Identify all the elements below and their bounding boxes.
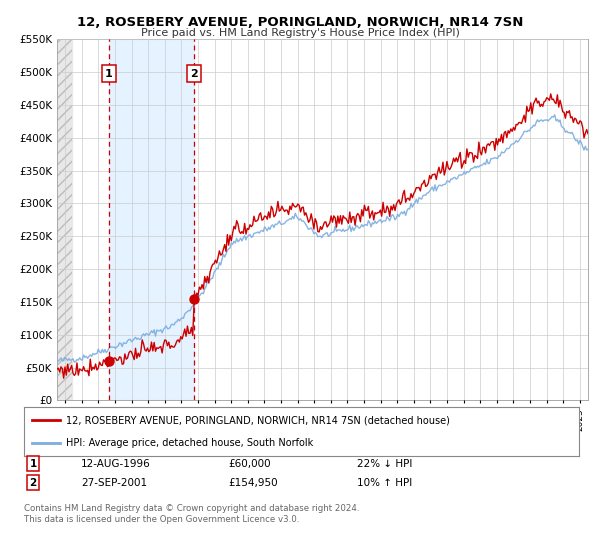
Bar bbox=[57, 39, 72, 400]
Text: Contains HM Land Registry data © Crown copyright and database right 2024.: Contains HM Land Registry data © Crown c… bbox=[24, 504, 359, 513]
Text: 12-AUG-1996: 12-AUG-1996 bbox=[81, 459, 151, 469]
Text: 22% ↓ HPI: 22% ↓ HPI bbox=[357, 459, 412, 469]
Text: 2: 2 bbox=[190, 68, 197, 78]
Text: £60,000: £60,000 bbox=[228, 459, 271, 469]
Text: HPI: Average price, detached house, South Norfolk: HPI: Average price, detached house, Sout… bbox=[65, 438, 313, 448]
Text: Price paid vs. HM Land Registry's House Price Index (HPI): Price paid vs. HM Land Registry's House … bbox=[140, 28, 460, 38]
Text: 2: 2 bbox=[29, 478, 37, 488]
Text: £154,950: £154,950 bbox=[228, 478, 278, 488]
Bar bbox=[57, 39, 72, 400]
Text: 12, ROSEBERY AVENUE, PORINGLAND, NORWICH, NR14 7SN (detached house): 12, ROSEBERY AVENUE, PORINGLAND, NORWICH… bbox=[65, 416, 449, 426]
Text: This data is licensed under the Open Government Licence v3.0.: This data is licensed under the Open Gov… bbox=[24, 515, 299, 524]
Text: 12, ROSEBERY AVENUE, PORINGLAND, NORWICH, NR14 7SN: 12, ROSEBERY AVENUE, PORINGLAND, NORWICH… bbox=[77, 16, 523, 29]
Text: 1: 1 bbox=[29, 459, 37, 469]
Text: 10% ↑ HPI: 10% ↑ HPI bbox=[357, 478, 412, 488]
Text: 1: 1 bbox=[105, 68, 113, 78]
Text: 27-SEP-2001: 27-SEP-2001 bbox=[81, 478, 147, 488]
Bar bbox=[109, 39, 194, 400]
